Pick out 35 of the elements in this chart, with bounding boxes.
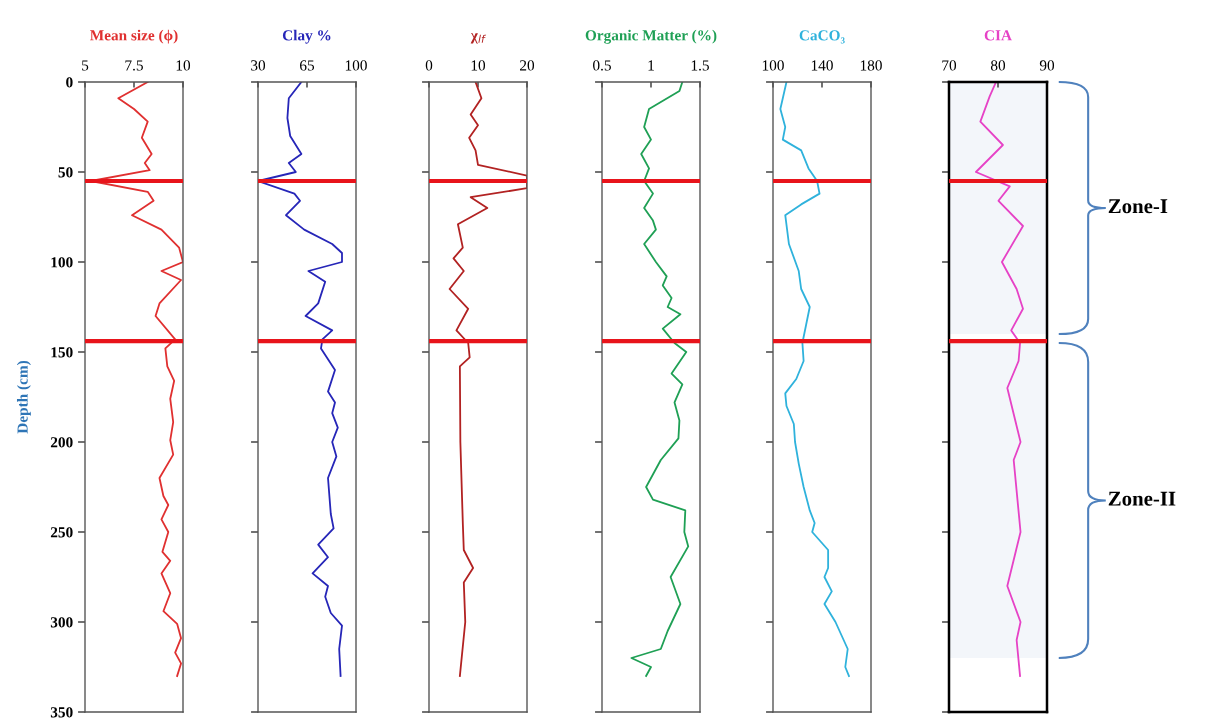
x-tick-label: 10 [176, 60, 191, 71]
y-tick-label: 150 [51, 347, 73, 358]
x-tick-label: 30 [251, 60, 266, 71]
x-tick-label: 0 [425, 60, 433, 71]
x-tick-label: 5 [82, 60, 89, 71]
y-tick-label: 250 [50, 527, 73, 538]
x-tick-label: 10 [471, 60, 486, 71]
x-tick-label: 1 [648, 60, 654, 71]
x-tick-label: 90 [1039, 60, 1055, 71]
chart-title: χ$_{lf}$ [470, 33, 487, 44]
x-tick-label: 100 [762, 60, 784, 71]
band-label: Zone-II [1108, 491, 1176, 506]
x-tick-label: 65 [300, 60, 315, 71]
chart-title: CIA [984, 30, 1012, 41]
y-tick-label: 100 [51, 257, 73, 268]
y-tick-label: 50 [58, 167, 73, 178]
x-tick-label: 80 [990, 60, 1006, 71]
y-tick-label: 0 [66, 77, 73, 88]
y-tick-label: 350 [50, 707, 73, 718]
x-tick-label: 1.5 [691, 60, 709, 71]
chart-title: Clay % [282, 29, 331, 44]
chart-title: CaCO₃ [799, 30, 845, 44]
x-tick-label: 100 [345, 60, 367, 71]
x-tick-label: 140 [811, 60, 833, 71]
x-tick-label: 180 [860, 60, 882, 71]
chart-title: Mean size (ϕ) [90, 29, 178, 44]
y-tick-label: 300 [50, 617, 73, 628]
x-tick-label: 20 [520, 60, 535, 71]
y-tick-label: 200 [50, 437, 73, 448]
x-tick-label: 7.5 [125, 60, 143, 71]
y-axis-title: Depth (cm) [16, 360, 31, 434]
x-tick-label: 70 [942, 60, 957, 71]
x-tick-label: 0.5 [593, 60, 611, 71]
band-label: Zone-I [1108, 199, 1168, 214]
chart-title: Organic Matter (%) [585, 29, 717, 44]
